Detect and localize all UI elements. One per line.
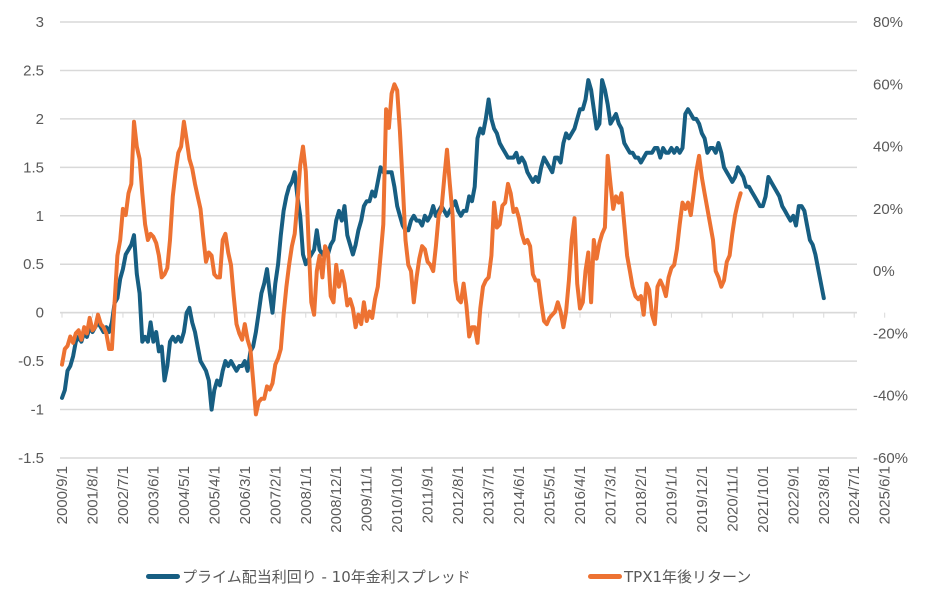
x-tick-label: 2016/4/1 xyxy=(572,466,589,524)
legend: プライム配当利回り - 10年金利スプレッド TPX1年後リターン xyxy=(0,566,925,590)
x-tick-label: 2010/10/1 xyxy=(389,466,406,533)
x-tick-label: 2001/8/1 xyxy=(84,466,101,524)
y-left-tick-label: 0 xyxy=(36,305,44,322)
x-axis: 2000/9/1 2001/8/1 2002/7/1 2003/6/1 2004/5/1… xyxy=(54,311,894,533)
x-tick-label: 2019/12/1 xyxy=(694,466,711,533)
y-left-tick-label: 1.5 xyxy=(23,159,44,176)
x-tick-label: 2007/2/1 xyxy=(267,466,284,524)
legend-label-tpx: TPX1年後リターン xyxy=(624,568,752,586)
x-tick-label: 2020/11/1 xyxy=(724,466,741,532)
x-tick-label: 2021/10/1 xyxy=(755,466,772,533)
x-tick-label: 2009/11/1 xyxy=(359,466,376,532)
x-tick-label: 2004/5/1 xyxy=(176,466,193,524)
y-left-tick-label: -1 xyxy=(31,402,44,419)
y-right-tick-label: 80% xyxy=(873,14,903,31)
x-tick-label: 2011/9/1 xyxy=(420,466,437,523)
y-left-tick-label: -0.5 xyxy=(18,353,44,370)
y-left-tick-label: 2.5 xyxy=(23,62,44,79)
y-right-tick-label: -40% xyxy=(873,388,908,405)
legend-swatch-tpx xyxy=(588,574,622,579)
x-tick-label: 2003/6/1 xyxy=(145,466,162,524)
series-line-spread xyxy=(60,78,826,412)
y-axis-right: 80% 60% 40% 20% 0% -20% -40% -60% xyxy=(873,14,908,467)
x-tick-label: 2017/3/1 xyxy=(602,466,619,524)
x-tick-label: 2006/3/1 xyxy=(237,466,254,524)
series-lines xyxy=(60,78,826,417)
y-right-tick-label: -60% xyxy=(873,450,908,467)
x-tick-label: 2000/9/1 xyxy=(54,466,71,524)
x-tick-label: 2008/12/1 xyxy=(328,466,345,533)
y-left-tick-label: 2 xyxy=(36,111,44,128)
legend-swatch-spread xyxy=(146,574,180,579)
x-tick-label: 2015/5/1 xyxy=(542,466,559,524)
x-tick-label: 2013/7/1 xyxy=(481,466,498,524)
x-tick-label: 2022/9/1 xyxy=(785,466,802,524)
y-left-tick-label: 1 xyxy=(36,208,44,225)
x-tick-label: 2012/8/1 xyxy=(450,466,467,524)
y-right-tick-label: -20% xyxy=(873,325,908,342)
y-right-tick-label: 40% xyxy=(873,139,903,156)
y-left-tick-label: -1.5 xyxy=(18,450,44,467)
gridlines xyxy=(60,21,857,459)
legend-label-spread: プライム配当利回り - 10年金利スプレッド xyxy=(182,568,471,586)
y-right-tick-label: 60% xyxy=(873,76,903,93)
x-tick-label: 2024/7/1 xyxy=(846,466,863,524)
x-tick-label: 2018/2/1 xyxy=(633,466,650,524)
chart: 3 2.5 2 1.5 1 0.5 0 -0.5 -1 -1.5 80% 60% 40% 20% 0% -2… xyxy=(18,14,908,533)
y-right-tick-label: 0% xyxy=(873,263,895,280)
legend-item-spread: プライム配当利回り - 10年金利スプレッド xyxy=(146,566,471,587)
y-left-tick-label: 3 xyxy=(36,14,44,31)
x-tick-label: 2002/7/1 xyxy=(115,466,132,524)
series-line-tpx xyxy=(60,82,743,417)
x-tick-label: 2023/8/1 xyxy=(816,466,833,524)
x-tick-label: 2025/6/1 xyxy=(877,466,894,524)
y-left-tick-label: 0.5 xyxy=(23,256,44,273)
legend-item-tpx: TPX1年後リターン xyxy=(588,566,751,587)
x-tick-label: 2005/4/1 xyxy=(206,466,223,524)
x-tick-label: 2019/1/1 xyxy=(663,466,680,524)
x-tick-label: 2008/1/1 xyxy=(298,466,315,524)
y-axis-left: 3 2.5 2 1.5 1 0.5 0 -0.5 -1 -1.5 xyxy=(18,14,44,467)
x-tick-label: 2014/6/1 xyxy=(511,466,528,524)
y-right-tick-label: 20% xyxy=(873,201,903,218)
